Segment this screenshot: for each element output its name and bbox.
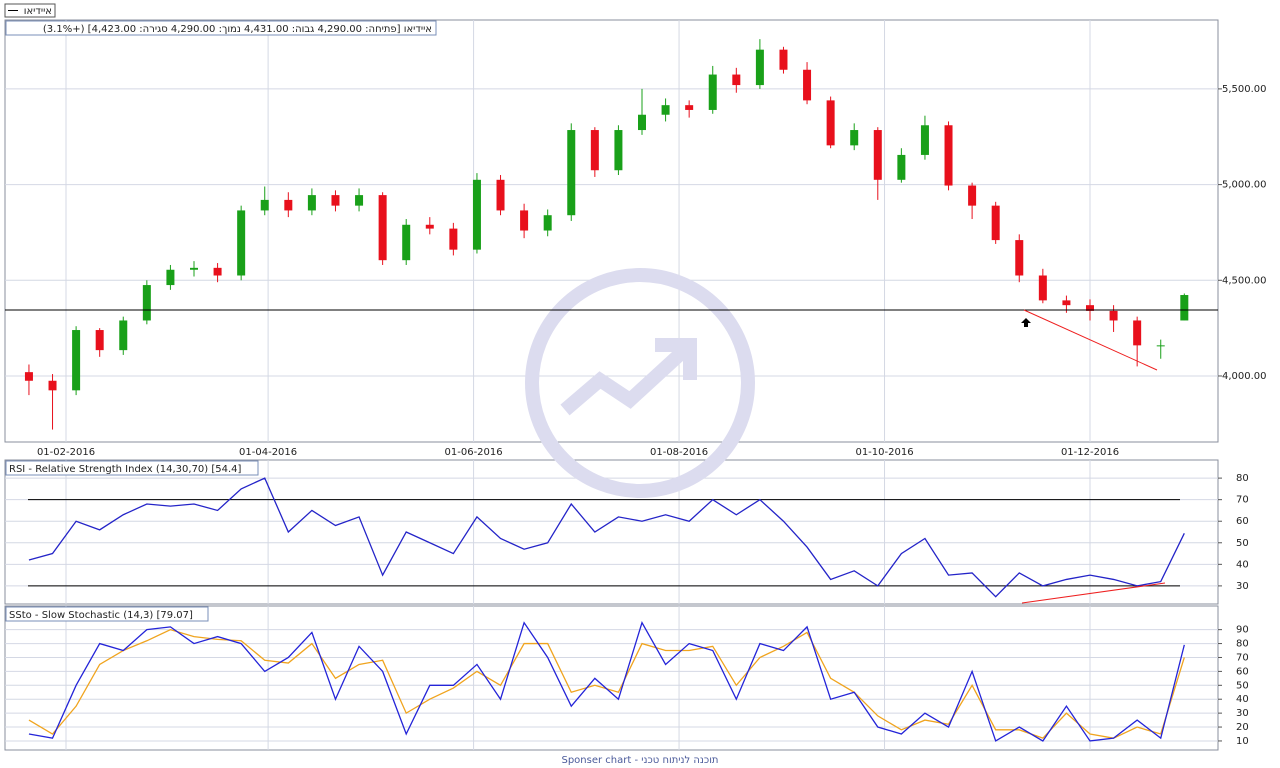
y-tick-label: 20 [1236, 722, 1249, 733]
trend-line [1023, 309, 1158, 371]
y-tick-label: 10 [1236, 736, 1249, 747]
candle-body [260, 199, 269, 211]
watermark [525, 268, 755, 498]
candle-body [72, 330, 81, 391]
candle-body [48, 380, 57, 391]
candle-body [378, 195, 387, 261]
price-panel [4, 19, 1219, 443]
candle-body [95, 330, 104, 351]
rsi-panel [4, 459, 1219, 605]
series-line [28, 628, 1185, 739]
candle-body [1062, 300, 1071, 306]
candle-body [614, 130, 623, 171]
candle-body [402, 224, 411, 261]
candle-body [944, 125, 953, 186]
candle-body [873, 130, 882, 180]
candle-body [119, 320, 128, 351]
y-tick-label: 5,500.00 [1222, 84, 1267, 95]
candle-body [732, 74, 741, 86]
series-line [28, 621, 1185, 742]
stoch-title-box [5, 606, 209, 622]
series-line [28, 477, 1185, 598]
candle-body [307, 195, 316, 211]
candle-body [1109, 310, 1118, 321]
y-tick-label: 30 [1236, 581, 1249, 592]
x-tick-label: 01-06-2016 [445, 447, 503, 458]
symbol-box [4, 3, 56, 18]
y-tick-label: 50 [1236, 680, 1249, 691]
candle-body [213, 267, 222, 276]
candle-body [24, 372, 33, 381]
candle-body [142, 285, 151, 321]
candle-body [1180, 295, 1189, 321]
y-tick-label: 40 [1236, 694, 1249, 705]
symbol: איידיאו [24, 6, 52, 17]
y-tick-label: 90 [1236, 625, 1249, 636]
candle-body [968, 185, 977, 206]
y-tick-label: 5,000.00 [1222, 180, 1267, 191]
rsi-title: RSI - Relative Strength Index (14,30,70)… [9, 464, 242, 475]
y-tick-label: 4,500.00 [1222, 275, 1267, 286]
candle-body [826, 100, 835, 146]
candle-body [755, 49, 764, 86]
candle-body [661, 105, 670, 115]
candle-body [496, 179, 505, 211]
stoch-title: SSto - Slow Stochastic (14,3) [79.07] [9, 610, 193, 621]
stoch-panel [4, 605, 1219, 751]
candle-body [685, 105, 694, 110]
y-tick-label: 4,000.00 [1222, 371, 1267, 382]
rsi-title-box [5, 460, 259, 476]
x-tick-label: 01-04-2016 [239, 447, 297, 458]
candle-body [284, 199, 293, 211]
candle-body [803, 69, 812, 101]
candle-body [920, 125, 929, 155]
y-tick-label: 50 [1236, 538, 1249, 549]
candle-body [590, 130, 599, 171]
candle-body [520, 210, 529, 231]
candle-body [449, 228, 458, 250]
y-tick-label: 80 [1236, 639, 1249, 650]
watermark-arrow [560, 338, 697, 416]
x-tick-label: 01-10-2016 [855, 447, 913, 458]
candle-body [237, 210, 246, 276]
candle-body [850, 130, 859, 146]
candle-body [425, 224, 434, 229]
x-tick-label: 01-08-2016 [650, 447, 708, 458]
price-header: איידיאו [פתיחה: 4,290.00 גבוה: 4,431.00 … [43, 24, 432, 35]
y-tick-label: 30 [1236, 708, 1249, 719]
y-tick-label: 40 [1236, 559, 1249, 570]
candle-body [1086, 305, 1094, 311]
y-tick-label: 70 [1236, 652, 1249, 663]
footer: Sponser chart - תוכנה לניתוח טכני [561, 755, 718, 766]
candle-body [190, 267, 198, 270]
y-tick-label: 80 [1236, 473, 1249, 484]
candle-body [567, 130, 576, 216]
x-tick-label: 01-02-2016 [37, 447, 95, 458]
y-tick-label: 60 [1236, 516, 1249, 527]
candle-body [472, 179, 481, 250]
y-tick-label: 70 [1236, 495, 1249, 506]
candle-body [1015, 240, 1024, 276]
price-header-box [5, 20, 437, 36]
arrow-icon [1021, 318, 1031, 327]
y-tick-label: 60 [1236, 666, 1249, 677]
candle-body [543, 215, 552, 231]
candle-body [331, 195, 340, 206]
candle-body [708, 74, 717, 110]
marks [24, 39, 1189, 742]
candle-body [355, 195, 364, 206]
candle-body [1038, 275, 1047, 301]
candle-body [638, 114, 646, 131]
candle-body [991, 205, 1000, 241]
x-tick-label: 01-12-2016 [1061, 447, 1119, 458]
candle-body [166, 269, 175, 286]
candle-body [897, 154, 906, 180]
rsi-trend-line [1021, 582, 1166, 604]
candle-body [779, 49, 788, 70]
candle-body [1156, 345, 1165, 347]
candle-body [1133, 320, 1142, 346]
